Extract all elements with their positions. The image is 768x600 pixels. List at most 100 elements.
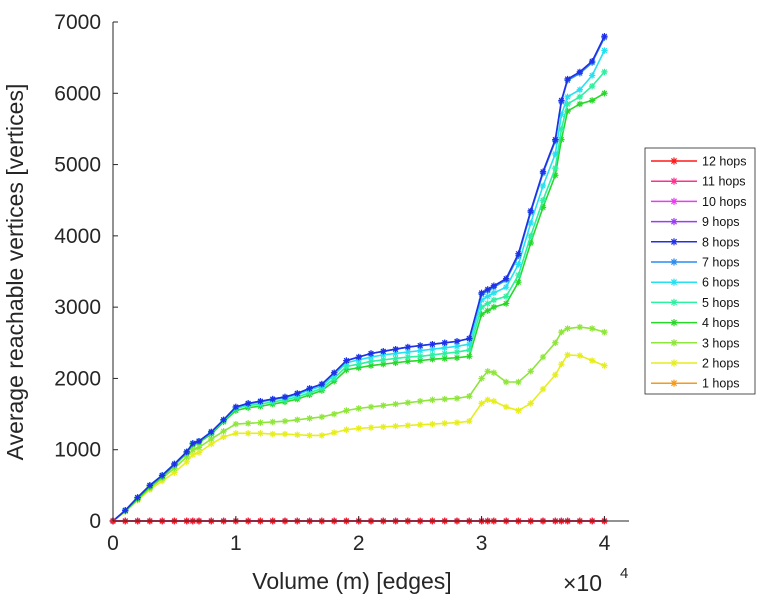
data-point [355,364,362,371]
data-point [552,136,559,143]
data-point [281,418,289,425]
data-point [404,343,412,351]
data-point [670,359,678,367]
legend: 12 hops 11 hops 10 hops 9 hops 8 hops 7 hops 6… [644,147,756,395]
data-point [527,400,534,407]
data-point [367,424,375,431]
data-point [355,405,362,412]
data-point [670,319,678,327]
data-point [478,303,485,311]
data-point [490,282,498,289]
data-point [466,393,473,400]
data-point [318,380,326,388]
data-point [588,325,596,332]
data-point [539,168,547,175]
data-point [404,399,412,406]
data-point [478,289,485,297]
data-point [195,444,203,451]
series-line [112,37,606,522]
data-point [416,357,424,364]
data-point [404,348,412,356]
data-point [527,368,534,375]
legend-label: 3 hops [702,336,740,350]
data-point [453,348,461,356]
data-point [294,390,301,397]
data-point [552,150,559,158]
series-2-hops [109,351,608,525]
data-point [318,432,326,439]
data-point [380,351,387,359]
data-point [189,451,197,458]
data-point [404,358,412,365]
data-point [484,396,491,404]
data-point [484,307,491,314]
data-point [355,425,362,432]
data-point [539,182,547,190]
data-point [558,125,565,133]
x-axis-label: Volume (m) [edges] [252,568,451,594]
data-point [189,446,197,453]
y-axis-label: Average reachable vertices [vertices] [2,84,28,461]
legend-item: 6 hops [651,276,740,290]
data-point [392,422,399,430]
x-tick-label: 4 [599,532,611,555]
legend-item: 4 hops [651,316,740,330]
data-point [306,415,313,422]
data-point [453,395,461,402]
data-point [441,395,448,403]
data-point [670,177,678,185]
data-point [343,363,350,370]
x-tick-label: 2 [353,532,365,555]
data-point [670,278,678,286]
legend-item: 5 hops [651,296,740,310]
series-7-hops [109,34,608,525]
data-point [670,197,678,205]
data-point [220,433,227,441]
data-point [416,347,424,354]
data-point [466,418,473,425]
data-point [515,407,522,414]
data-point [588,357,596,364]
data-point [552,164,559,172]
data-point [367,353,375,361]
data-point [404,353,412,361]
data-point [484,286,491,293]
data-point [576,323,584,331]
data-point [601,328,608,336]
ticks: 0 1 2 3 4 0 1000 2000 3000 4000 5000 6000 7000 [54,11,610,555]
data-point [392,355,399,362]
data-point [294,431,301,438]
data-point [392,400,399,408]
data-point [355,360,362,368]
x-multiplier-base: ×10 [563,570,602,596]
data-point [527,219,534,227]
data-point [527,239,534,247]
data-point [576,93,584,101]
data-point [269,395,276,403]
axes [112,22,629,522]
data-point [380,348,387,355]
data-point [429,396,436,404]
y-tick-label: 7000 [54,11,101,34]
legend-item: 10 hops [651,195,746,209]
data-point [380,356,387,364]
data-point [343,426,350,433]
data-point [244,400,252,407]
data-point [441,344,448,351]
data-point [478,400,485,407]
data-point [429,355,436,363]
data-point [404,422,412,429]
data-point [441,355,448,362]
x-multiplier-exponent: 4 [620,565,628,582]
data-point [670,298,678,306]
data-point [294,416,301,423]
data-point [490,296,498,304]
data-point [306,432,313,439]
data-point [367,362,375,369]
legend-item: 2 hops [651,357,740,371]
data-point [670,157,678,165]
data-point [453,419,461,426]
legend-label: 12 hops [702,155,746,169]
data-point [343,357,350,364]
